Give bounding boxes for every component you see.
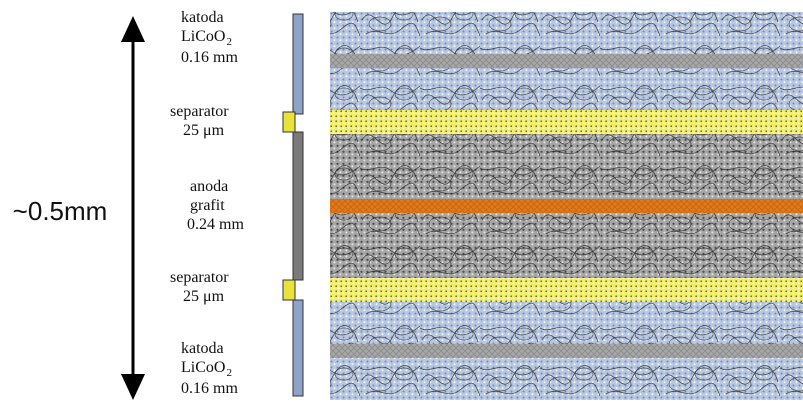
layer-thickness: 0.16 mm bbox=[181, 49, 238, 66]
label-bottom-cathode: katoda LiCoO2 0.16 mm bbox=[181, 339, 238, 398]
layer-thickness: 0.24 mm bbox=[187, 216, 244, 233]
top-separator-layer bbox=[330, 110, 803, 134]
label-bottom-separator: separator 25 μm bbox=[170, 268, 229, 306]
bottom-cathode-collector bbox=[330, 344, 803, 358]
layer-name: separator bbox=[170, 103, 229, 120]
label-anode: anoda grafit 0.24 mm bbox=[187, 177, 244, 234]
layer-thickness: 0.16 mm bbox=[181, 380, 238, 397]
layer-material: LiCoO2 bbox=[181, 359, 232, 379]
layer-material: LiCoO2 bbox=[181, 28, 232, 48]
layer-thickness: 25 μm bbox=[183, 288, 225, 305]
layer-name: katoda bbox=[181, 9, 224, 26]
anode-collector bbox=[330, 199, 803, 213]
layer-material: grafit bbox=[190, 197, 225, 214]
total-thickness-label: ~0.5mm bbox=[12, 196, 108, 226]
layer-name: katoda bbox=[181, 340, 224, 357]
label-top-cathode: katoda LiCoO2 0.16 mm bbox=[181, 8, 238, 67]
thickness-arrow bbox=[121, 16, 145, 400]
bottom-separator-layer bbox=[330, 278, 803, 302]
label-top-separator: separator 25 μm bbox=[170, 102, 229, 140]
layer-profile bbox=[282, 13, 304, 397]
layer-thickness: 25 μm bbox=[183, 122, 225, 139]
layer-name: separator bbox=[170, 269, 229, 286]
layer-name: anoda bbox=[190, 178, 229, 195]
cross-section bbox=[330, 12, 803, 400]
top-cathode-collector bbox=[330, 54, 803, 68]
